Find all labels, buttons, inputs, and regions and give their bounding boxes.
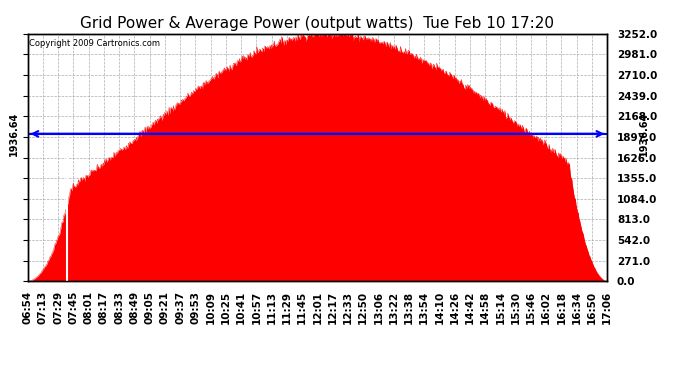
- Text: Copyright 2009 Cartronics.com: Copyright 2009 Cartronics.com: [29, 39, 160, 48]
- Title: Grid Power & Average Power (output watts)  Tue Feb 10 17:20: Grid Power & Average Power (output watts…: [81, 16, 554, 31]
- Text: 1936.64: 1936.64: [9, 112, 19, 156]
- Text: 1936.64: 1936.64: [639, 112, 649, 156]
